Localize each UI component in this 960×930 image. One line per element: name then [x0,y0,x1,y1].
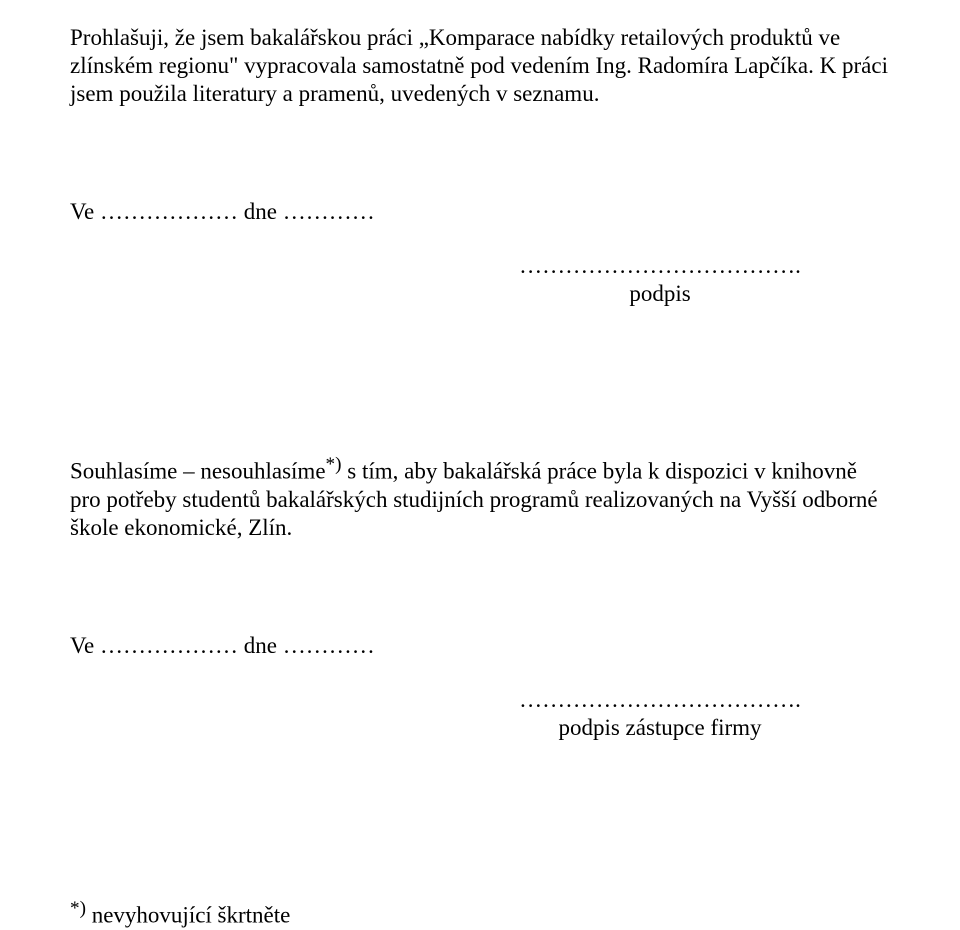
signature-line-2: ………………………………. [70,686,890,714]
footnote-superscript: *) [70,898,86,919]
declaration-paragraph: Prohlašuji, že jsem bakalářskou práci „K… [70,24,890,108]
place-date-line-1: Ve ……………… dne ………… [70,198,890,226]
spacer [70,542,890,632]
consent-text-part1: Souhlasíme – nesouhlasíme [70,459,326,484]
signature-label-1: podpis [70,280,890,308]
spacer [70,742,890,897]
signature-line-1: ………………………………. [70,252,890,280]
signature-label-2: podpis zástupce firmy [70,714,890,742]
consent-paragraph: Souhlasíme – nesouhlasíme*) s tím, aby b… [70,453,890,542]
document-page: Prohlašuji, že jsem bakalářskou práci „K… [0,0,960,913]
place-date-line-2: Ve ……………… dne ………… [70,632,890,660]
spacer [70,108,890,198]
spacer [70,308,890,453]
footnote-text: nevyhovující škrtněte [86,903,290,928]
consent-superscript: *) [326,454,342,475]
footnote-line: *) nevyhovující škrtněte [70,897,890,930]
